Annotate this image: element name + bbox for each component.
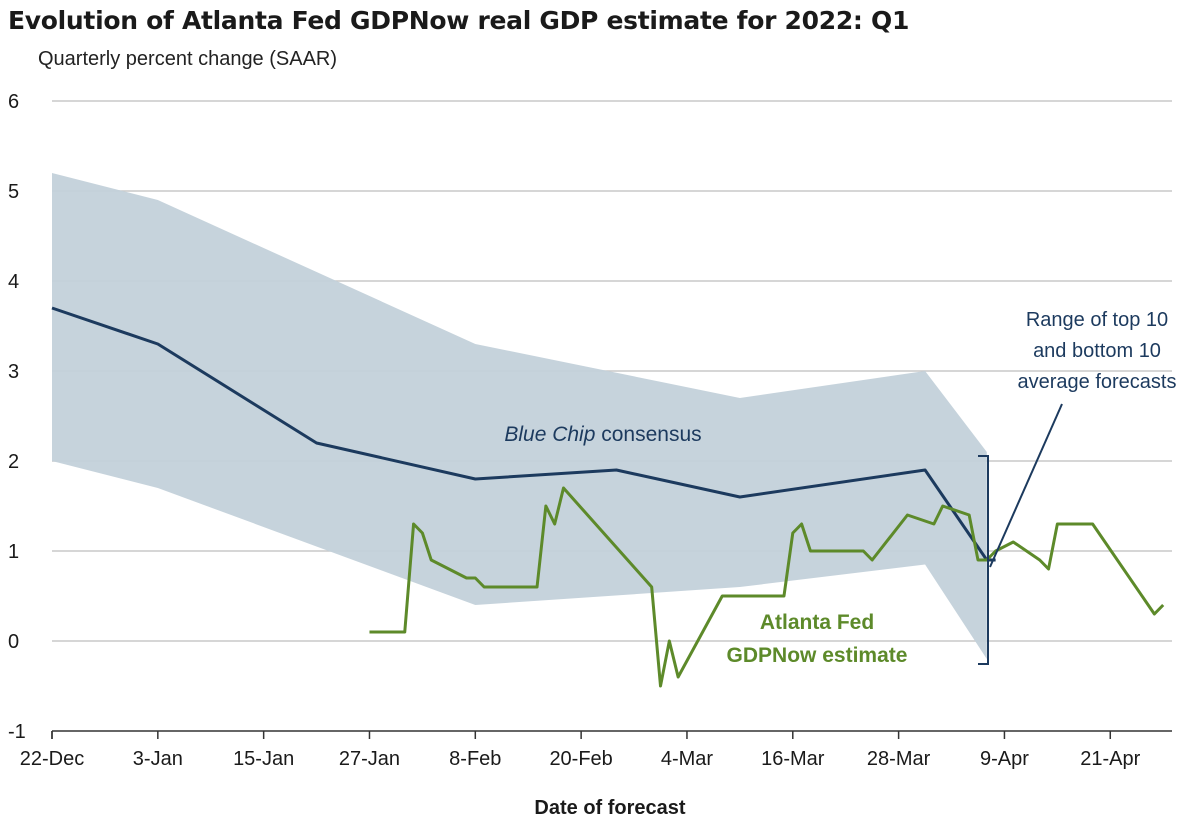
chart-subtitle: Quarterly percent change (SAAR) — [38, 48, 338, 70]
x-tick-label: 22-Dec — [20, 748, 84, 770]
y-tick-label: 3 — [8, 361, 19, 383]
consensus-line — [51, 306, 996, 562]
range-bracket — [978, 455, 989, 665]
forecast-range-band — [52, 173, 987, 659]
y-tick-label: 0 — [8, 631, 19, 653]
consensus-label: Blue Chip consensus — [504, 423, 701, 446]
axes: -1 0 1 2 3 4 5 6 22-Dec 3-Jan 15-Jan 27-Jan 8-Feb 20-… — [8, 91, 1172, 770]
x-tick-label: 27-Jan — [339, 748, 400, 770]
gdpnow-label-line2: GDPNow estimate — [727, 644, 908, 667]
forecast-range-band-layer — [52, 173, 987, 659]
x-tick-label: 9-Apr — [980, 748, 1029, 770]
annotations: Blue Chip consensus Atlanta Fed GDPNow e… — [504, 309, 1176, 667]
gdpnow-label-line1: Atlanta Fed — [760, 611, 874, 634]
x-tick-label: 8-Feb — [449, 748, 501, 770]
y-tick-label: 4 — [8, 271, 19, 293]
gdpnow-line — [369, 486, 1165, 688]
x-tick-label: 16-Mar — [761, 748, 825, 770]
range-label-line2: and bottom 10 — [1033, 340, 1161, 362]
y-tick-label: 6 — [8, 91, 19, 113]
x-tick-label: 20-Feb — [549, 748, 612, 770]
y-tick-label: -1 — [8, 721, 26, 743]
y-tick-label: 2 — [8, 451, 19, 473]
consensus-label-italic: Blue Chip — [504, 423, 595, 446]
range-label-line1: Range of top 10 — [1026, 309, 1168, 331]
x-tick-label: 28-Mar — [867, 748, 931, 770]
y-tick-label: 5 — [8, 181, 19, 203]
range-pointer-line — [989, 403, 1063, 568]
x-tick-label: 15-Jan — [233, 748, 294, 770]
series-layer — [51, 306, 1165, 688]
range-label-line3: average forecasts — [1018, 371, 1177, 393]
x-tick-label: 21-Apr — [1080, 748, 1140, 770]
y-tick-label: 1 — [8, 541, 19, 563]
chart-title: Evolution of Atlanta Fed GDPNow real GDP… — [8, 6, 910, 35]
consensus-label-rest: consensus — [595, 423, 701, 446]
x-tick-label: 4-Mar — [661, 748, 714, 770]
x-tick-label: 3-Jan — [133, 748, 183, 770]
x-axis-title: Date of forecast — [534, 797, 685, 819]
